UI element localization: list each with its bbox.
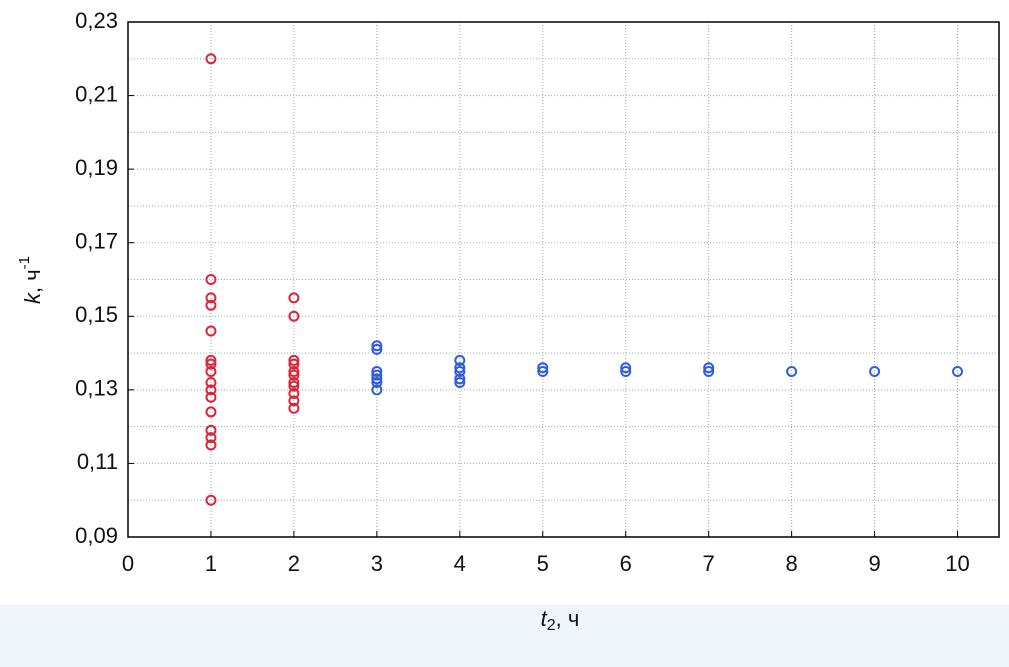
point — [454, 354, 466, 366]
point — [205, 384, 217, 396]
x-tick-label: 4 — [454, 551, 466, 576]
point — [205, 494, 217, 506]
point — [537, 365, 549, 377]
point — [288, 395, 300, 407]
point — [205, 391, 217, 403]
point — [205, 365, 217, 377]
x-tick-label: 7 — [703, 551, 715, 576]
point — [205, 274, 217, 285]
point — [869, 365, 881, 377]
y-tick-label: 0,13 — [75, 376, 118, 401]
point — [371, 384, 383, 396]
point — [371, 369, 383, 381]
point — [620, 365, 632, 377]
point — [620, 362, 632, 374]
y-axis-label: k, ч-1 — [16, 256, 45, 304]
point — [454, 362, 466, 374]
y-tick-label: 0,11 — [77, 449, 118, 474]
x-tick-label: 1 — [205, 551, 217, 576]
x-tick-label: 5 — [537, 551, 549, 576]
point — [703, 362, 715, 374]
x-label-rest: , ч — [556, 606, 580, 631]
point — [205, 432, 217, 444]
point — [454, 373, 466, 385]
footer-band — [0, 605, 1009, 667]
point — [288, 380, 300, 392]
x-label-var: t — [541, 606, 548, 631]
x-tick-label: 9 — [868, 551, 880, 576]
point — [288, 292, 300, 304]
point — [205, 358, 217, 370]
x-tick-label: 6 — [620, 551, 632, 576]
x-tick-label: 3 — [371, 551, 383, 576]
x-tick-label: 10 — [945, 551, 969, 576]
point — [371, 365, 383, 377]
point — [786, 365, 798, 377]
point — [537, 362, 549, 374]
point — [205, 406, 217, 418]
point — [454, 365, 466, 377]
y-label-sup: -1 — [16, 256, 33, 269]
point — [454, 377, 466, 388]
x-label-sub: 2 — [547, 617, 556, 634]
y-tick-label: 0,23 — [75, 8, 118, 33]
point — [205, 424, 217, 436]
point — [288, 377, 300, 388]
point — [205, 439, 217, 451]
x-tick-label: 0 — [122, 551, 134, 576]
y-tick-label: 0,21 — [75, 81, 118, 106]
x-tick-label: 8 — [785, 551, 797, 576]
y-tick-label: 0,19 — [75, 155, 118, 180]
point — [288, 365, 300, 377]
point — [205, 299, 217, 311]
point — [371, 340, 383, 352]
point — [288, 358, 300, 370]
y-tick-label: 0,09 — [75, 523, 118, 548]
y-tick-label: 0,15 — [75, 302, 118, 327]
point — [288, 310, 300, 322]
point — [205, 292, 217, 304]
point — [703, 365, 715, 377]
point — [205, 377, 217, 388]
point — [371, 373, 383, 385]
point — [371, 377, 383, 388]
point — [288, 402, 300, 414]
point — [205, 53, 217, 65]
point — [288, 388, 300, 400]
point — [288, 369, 300, 381]
point — [371, 343, 383, 355]
y-tick-label: 0,17 — [75, 229, 118, 254]
y-label-var: k — [20, 292, 45, 304]
point — [205, 325, 217, 337]
x-axis-label: t2, ч — [541, 606, 580, 634]
x-tick-label: 2 — [288, 551, 300, 576]
point — [288, 354, 300, 366]
plot-frame — [127, 21, 1000, 538]
point — [952, 365, 964, 377]
y-label-rest: , ч — [20, 269, 45, 293]
point — [205, 354, 217, 366]
